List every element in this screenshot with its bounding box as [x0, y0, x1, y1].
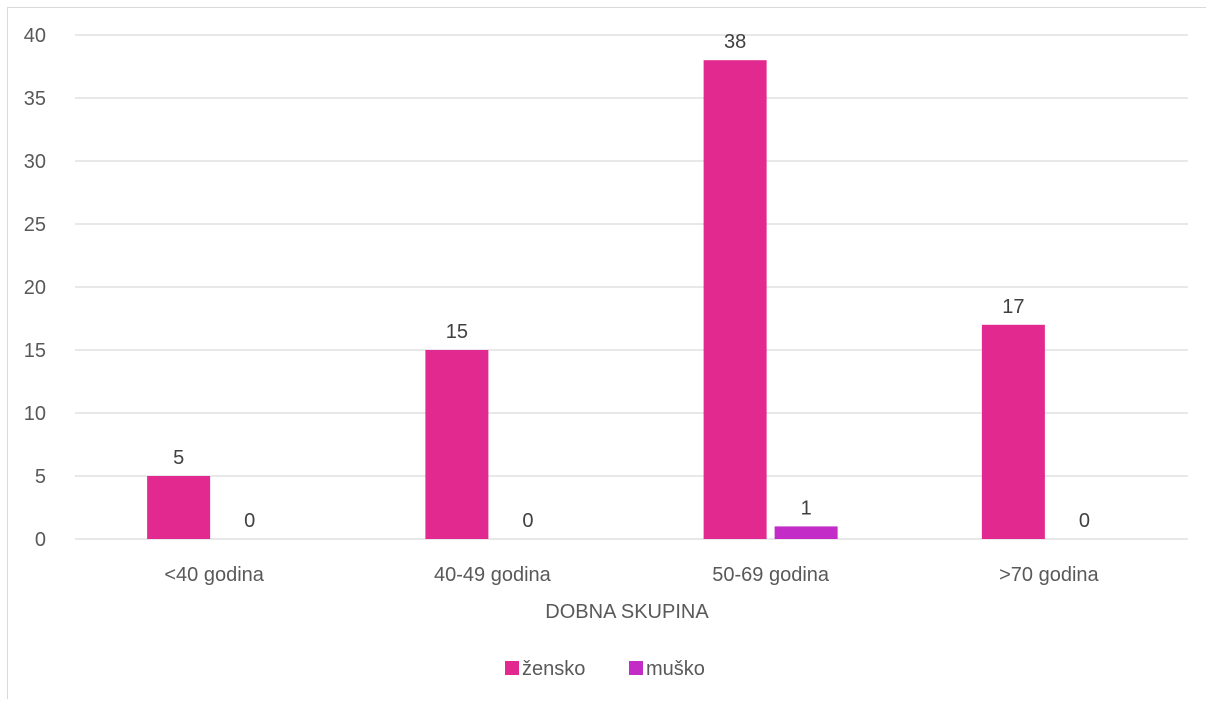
x-axis-categories: <40 godina 40-49 godina 50-69 godina >70 go…: [164, 564, 1099, 586]
x-axis-title: DOBNA SKUPINA: [545, 601, 709, 623]
x-category-label: <40 godina: [164, 564, 264, 586]
legend: žensko muško: [505, 658, 705, 680]
data-label: 0: [522, 510, 533, 532]
legend-label: muško: [646, 658, 705, 680]
data-label: 17: [1002, 296, 1024, 318]
y-axis-ticks: 0 5 10 15 20 25 30 35 40: [24, 25, 46, 551]
y-tick-label: 20: [24, 277, 46, 299]
data-label: 0: [1079, 510, 1090, 532]
bars: [147, 60, 1045, 539]
bar-zensko: [703, 60, 767, 539]
data-labels: 5 0 15 0 38 1 17 0: [173, 31, 1090, 532]
data-label: 0: [244, 510, 255, 532]
y-tick-label: 30: [24, 151, 46, 173]
y-tick-label: 15: [24, 340, 46, 362]
y-tick-label: 0: [35, 529, 46, 551]
data-label: 5: [173, 447, 184, 469]
x-category-label: >70 godina: [999, 564, 1099, 586]
y-tick-label: 5: [35, 466, 46, 488]
data-label: 15: [446, 321, 468, 343]
legend-swatch: [505, 661, 519, 675]
bar-zensko: [425, 350, 489, 539]
bar-zensko: [981, 324, 1045, 539]
data-label: 1: [801, 497, 812, 519]
y-tick-label: 40: [24, 25, 46, 47]
bar-musko: [774, 526, 838, 539]
y-tick-label: 35: [24, 88, 46, 110]
legend-swatch: [629, 661, 643, 675]
data-label: 38: [724, 31, 746, 53]
x-category-label: 50-69 godina: [712, 564, 830, 586]
y-tick-label: 25: [24, 214, 46, 236]
chart-frame: [7, 7, 1206, 699]
bar-zensko: [147, 476, 211, 539]
legend-label: žensko: [522, 658, 585, 680]
x-category-label: 40-49 godina: [434, 564, 552, 586]
y-tick-label: 10: [24, 403, 46, 425]
